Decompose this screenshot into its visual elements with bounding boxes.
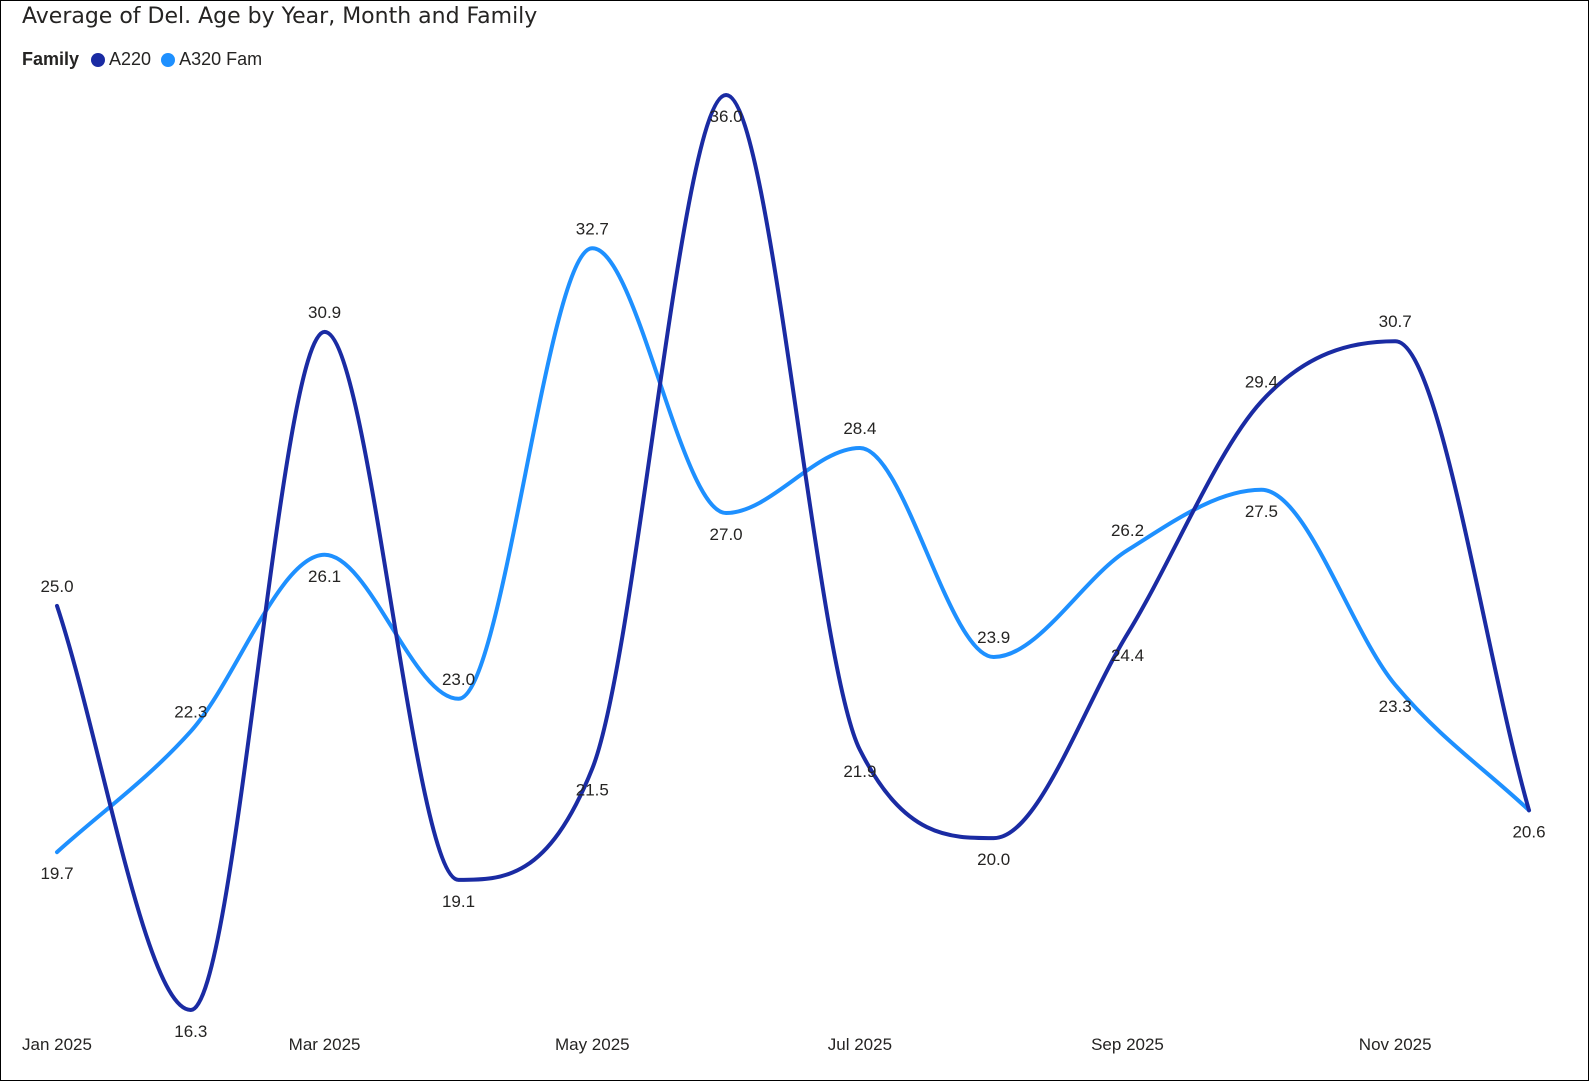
- legend-label-a320-fam: A320 Fam: [179, 49, 263, 69]
- legend: Family A220 A320 Fam: [22, 49, 272, 70]
- data-label-a220-2: 30.9: [308, 303, 341, 322]
- data-label-a220-9: 29.4: [1245, 373, 1278, 392]
- x-tick-label: Jul 2025: [828, 1035, 892, 1054]
- data-label-a320-fam-4: 32.7: [576, 219, 609, 238]
- data-label-a220-1: 16.3: [174, 1022, 207, 1041]
- legend-item-a220[interactable]: A220: [91, 49, 151, 70]
- data-label-a220-11: 20.6: [1512, 822, 1545, 841]
- data-label-a320-fam-9: 27.5: [1245, 502, 1278, 521]
- legend-marker-a320-fam: [161, 52, 176, 67]
- series-line-a320-fam[interactable]: [55, 246, 1531, 855]
- series-line-a220[interactable]: [55, 93, 1531, 1012]
- x-tick-label: May 2025: [555, 1035, 630, 1054]
- data-label-a220-5: 36.0: [710, 107, 743, 126]
- data-label-a220-3: 19.1: [442, 892, 475, 911]
- data-label-a220-8: 24.4: [1111, 646, 1144, 665]
- x-tick-label: Jan 2025: [22, 1035, 92, 1054]
- legend-marker-a220: [91, 52, 106, 67]
- chart-title: Average of Del. Age by Year, Month and F…: [22, 4, 538, 29]
- data-label-a320-fam-3: 23.0: [442, 670, 475, 689]
- legend-title: Family: [22, 49, 80, 69]
- data-label-a320-fam-0: 19.7: [40, 864, 73, 883]
- data-label-a220-10: 30.7: [1379, 312, 1412, 331]
- x-tick-label: Nov 2025: [1359, 1035, 1432, 1054]
- data-label-a220-7: 20.0: [977, 850, 1010, 869]
- data-label-a320-fam-1: 22.3: [174, 702, 207, 721]
- data-label-a220-6: 21.9: [843, 762, 876, 781]
- legend-item-a320-fam[interactable]: A320 Fam: [161, 49, 262, 70]
- data-label-a320-fam-5: 27.0: [710, 525, 743, 544]
- data-label-a220-4: 21.5: [576, 781, 609, 800]
- data-label-a320-fam-2: 26.1: [308, 567, 341, 586]
- data-label-a320-fam-6: 28.4: [843, 419, 876, 438]
- legend-label-a220: A220: [109, 49, 152, 69]
- x-tick-label: Mar 2025: [289, 1035, 361, 1054]
- x-tick-label: Sep 2025: [1091, 1035, 1164, 1054]
- data-label-a220-0: 25.0: [40, 577, 73, 596]
- data-label-a320-fam-7: 23.9: [977, 628, 1010, 647]
- data-label-a320-fam-8: 26.2: [1111, 521, 1144, 540]
- data-label-a320-fam-10: 23.3: [1379, 697, 1412, 716]
